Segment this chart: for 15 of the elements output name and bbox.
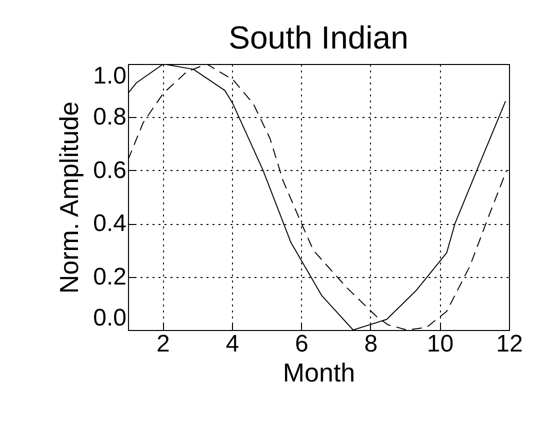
y-tick-label: 0.2 (93, 263, 126, 290)
chart-title: South Indian (228, 20, 408, 56)
y-tick-label: 0.0 (93, 304, 126, 332)
x-tick-label: 10 (426, 330, 454, 358)
x-tick-label: 6 (295, 330, 308, 358)
y-tick-label: 0.6 (93, 156, 126, 184)
y-tick-label: 0.4 (93, 210, 126, 238)
y-tick-label: 0.8 (93, 104, 126, 131)
x-tick-label: 2 (156, 330, 170, 358)
x-axis-title: Month (282, 358, 356, 388)
x-tick-label: 12 (496, 330, 523, 358)
x-tick-label: 8 (364, 330, 378, 358)
y-axis-title: Norm. Amplitude (54, 101, 84, 294)
x-tick-label: 4 (226, 330, 240, 358)
y-tick-label: 1.0 (93, 62, 126, 90)
